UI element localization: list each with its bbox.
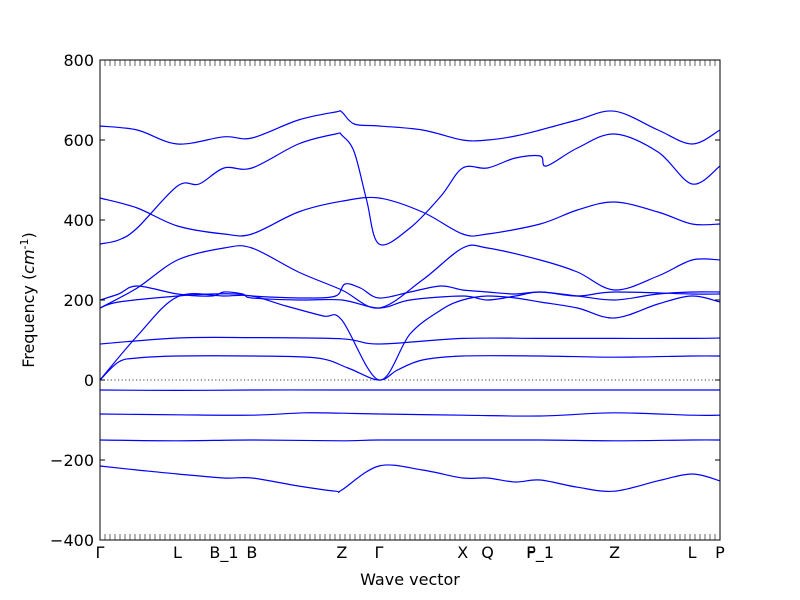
- band-line-12: [99, 196, 721, 237]
- band-line-7: [99, 336, 721, 345]
- y-tick-label: 800: [63, 51, 94, 70]
- x-tick-label: Γ: [96, 543, 105, 562]
- y-tick-label: 400: [63, 211, 94, 230]
- x-tick-label: B_1: [209, 543, 238, 563]
- band-line-1: [99, 464, 721, 494]
- x-axis-label: Wave vector: [360, 570, 460, 589]
- x-tick-label: Z: [609, 543, 620, 562]
- band-line-10: [99, 244, 721, 309]
- x-tick-label: L: [688, 543, 697, 562]
- band-line-8: [99, 283, 721, 309]
- y-tick-label: 600: [63, 131, 94, 150]
- x-tick-label: Γ: [375, 543, 384, 562]
- x-tick-label: B: [246, 543, 257, 562]
- y-tick-label: 200: [63, 291, 94, 310]
- y-tick-label: −400: [50, 531, 94, 550]
- y-tick-label: 0: [84, 371, 94, 390]
- x-tick-label: Z: [336, 543, 347, 562]
- x-tick-label: X: [457, 543, 468, 562]
- band-line-9: [99, 285, 721, 309]
- y-tick-label: −200: [50, 451, 94, 470]
- y-axis-label: Frequency (cm-1): [18, 232, 38, 368]
- band-line-13: [99, 110, 721, 145]
- band-line-11: [99, 132, 721, 246]
- plot-area-frame: [99, 59, 721, 541]
- axis-ticks: [99, 59, 721, 541]
- x-tick-label: P_1: [526, 543, 554, 563]
- band-line-6: [99, 293, 721, 381]
- band-line-3: [99, 412, 721, 417]
- x-tick-label: Q: [481, 543, 494, 562]
- band-series-group: [99, 110, 721, 494]
- x-tick-label: P: [715, 543, 725, 562]
- x-tick-label: F: [526, 543, 535, 562]
- x-tick-label: L: [173, 543, 182, 562]
- band-line-2: [99, 439, 721, 442]
